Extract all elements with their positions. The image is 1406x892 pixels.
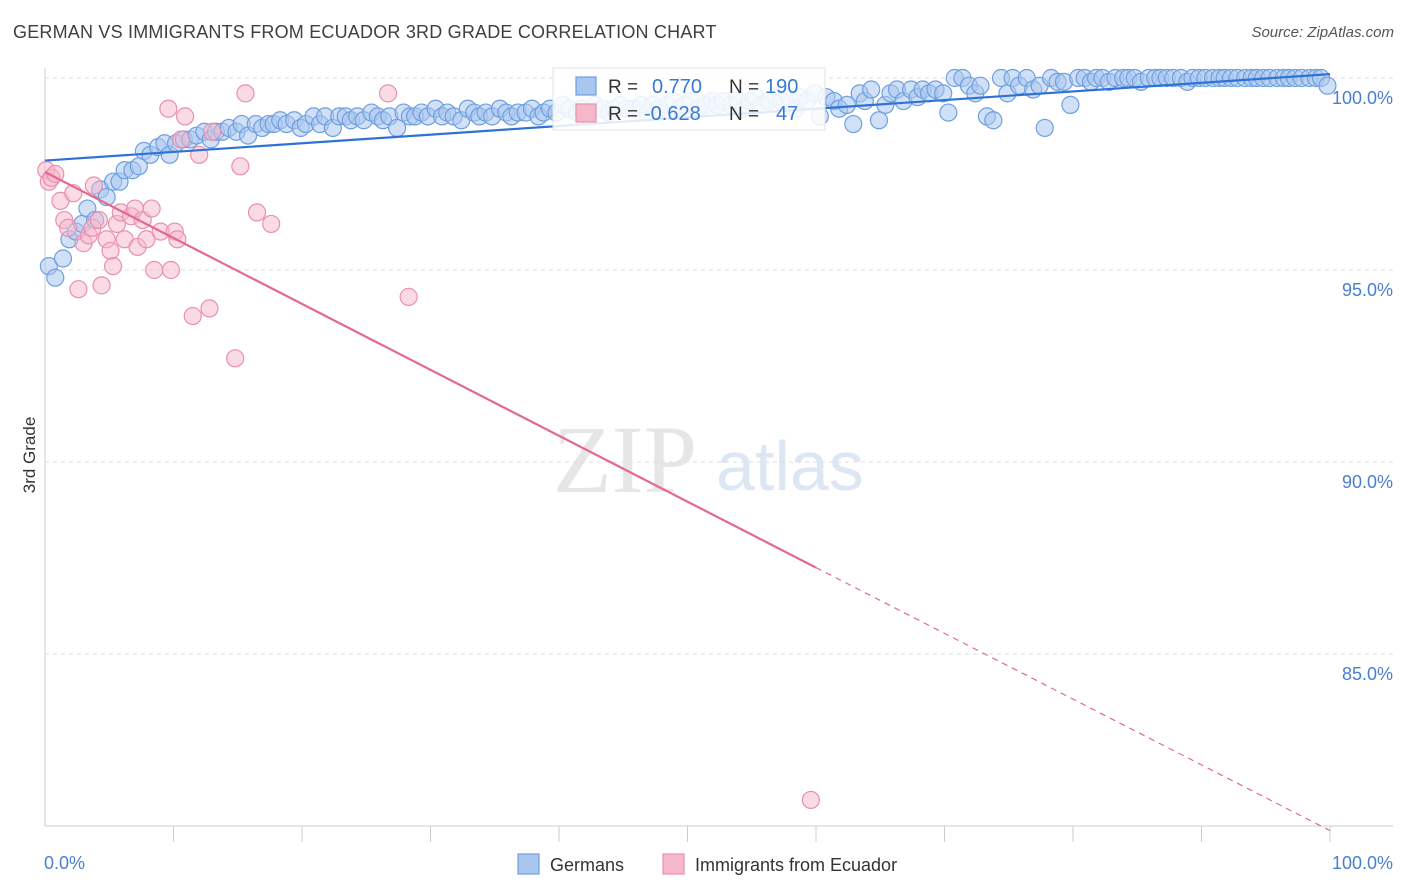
y-tick-label: 95.0% [1342, 280, 1393, 300]
ecuador-point [145, 260, 164, 280]
stats-germans-n-value: 190 [765, 76, 798, 98]
watermark-zip: ZIP [553, 406, 697, 513]
y-axis-title: 3rd Grade [20, 417, 39, 494]
ecuador-point [69, 280, 88, 299]
germans-point [869, 111, 889, 130]
ecuador-point [101, 241, 120, 260]
legend: Germans Immigrants from Ecuador [517, 853, 897, 875]
ecuador-point [84, 176, 103, 195]
legend-germans-label: Germans [550, 855, 624, 875]
germans-point [844, 114, 863, 134]
germans-point [939, 103, 958, 122]
stats-ecuador-n-label: N = [729, 104, 759, 125]
x-ticks [173, 826, 1331, 842]
germans-point [1318, 76, 1337, 95]
legend-ecuador-swatch [662, 853, 685, 875]
ecuador-point [399, 287, 418, 306]
chart-title: GERMAN VS IMMIGRANTS FROM ECUADOR 3RD GR… [13, 22, 717, 42]
ecuador-point [183, 306, 202, 326]
ecuador-point [104, 257, 123, 276]
germans-point [934, 84, 953, 103]
ecuador-point [161, 260, 181, 280]
ecuador-point [92, 276, 111, 295]
stats-germans-r-value: 0.770 [652, 76, 702, 98]
ecuador-point [137, 230, 156, 249]
stats-germans-n-label: N = [729, 77, 759, 98]
y-tick-label: 90.0% [1342, 472, 1393, 492]
germans-point [837, 95, 856, 114]
x-tick-label-max: 100.0% [1332, 853, 1393, 873]
x-tick-label-min: 0.0% [44, 853, 85, 873]
germans-point [862, 80, 881, 99]
stats-germans-swatch [575, 76, 597, 96]
ecuador-point [200, 299, 219, 318]
ecuador-point [262, 214, 281, 234]
germans-point [1061, 95, 1080, 114]
y-tick-labels: 100.0% 95.0% 90.0% 85.0% [1332, 88, 1393, 684]
ecuador-point [172, 130, 191, 149]
axes [44, 68, 1393, 827]
ecuador-point [236, 84, 255, 103]
ecuador-point [159, 99, 178, 118]
ecuador-point [175, 107, 195, 126]
y-tick-label: 85.0% [1342, 664, 1393, 684]
chart-source: Source: ZipAtlas.com [1251, 24, 1394, 41]
ecuador-point [142, 199, 161, 218]
germans-point [971, 76, 990, 95]
ecuador-trend-line-extension [815, 567, 1331, 832]
ecuador-point [59, 218, 78, 237]
legend-germans-swatch [517, 853, 540, 875]
stats-ecuador-swatch [575, 103, 597, 123]
stats-ecuador-r-label: R = [608, 104, 638, 125]
ecuador-point [226, 349, 245, 368]
stats-germans-r-label: R = [608, 77, 638, 98]
ecuador-point [231, 157, 250, 176]
stats-ecuador-r-value: -0.628 [644, 103, 701, 125]
ecuador-point [247, 203, 267, 222]
ecuador-trend-line [44, 171, 817, 569]
legend-ecuador-label: Immigrants from Ecuador [695, 855, 897, 875]
stats-box: R = 0.770 N = 190 R = -0.628 N = 47 [552, 67, 826, 131]
y-tick-label: 100.0% [1332, 88, 1393, 108]
germans-point [53, 249, 73, 268]
watermark-atlas: atlas [716, 427, 864, 505]
ecuador-point [89, 210, 109, 230]
ecuador-point [378, 84, 398, 103]
stats-ecuador-n-value: 47 [776, 103, 798, 125]
germans-point [1035, 118, 1054, 138]
germans-point [984, 111, 1003, 130]
germans-point [46, 268, 65, 287]
ecuador-point [202, 122, 222, 141]
ecuador-point [801, 790, 820, 810]
ecuador-points [37, 84, 820, 810]
